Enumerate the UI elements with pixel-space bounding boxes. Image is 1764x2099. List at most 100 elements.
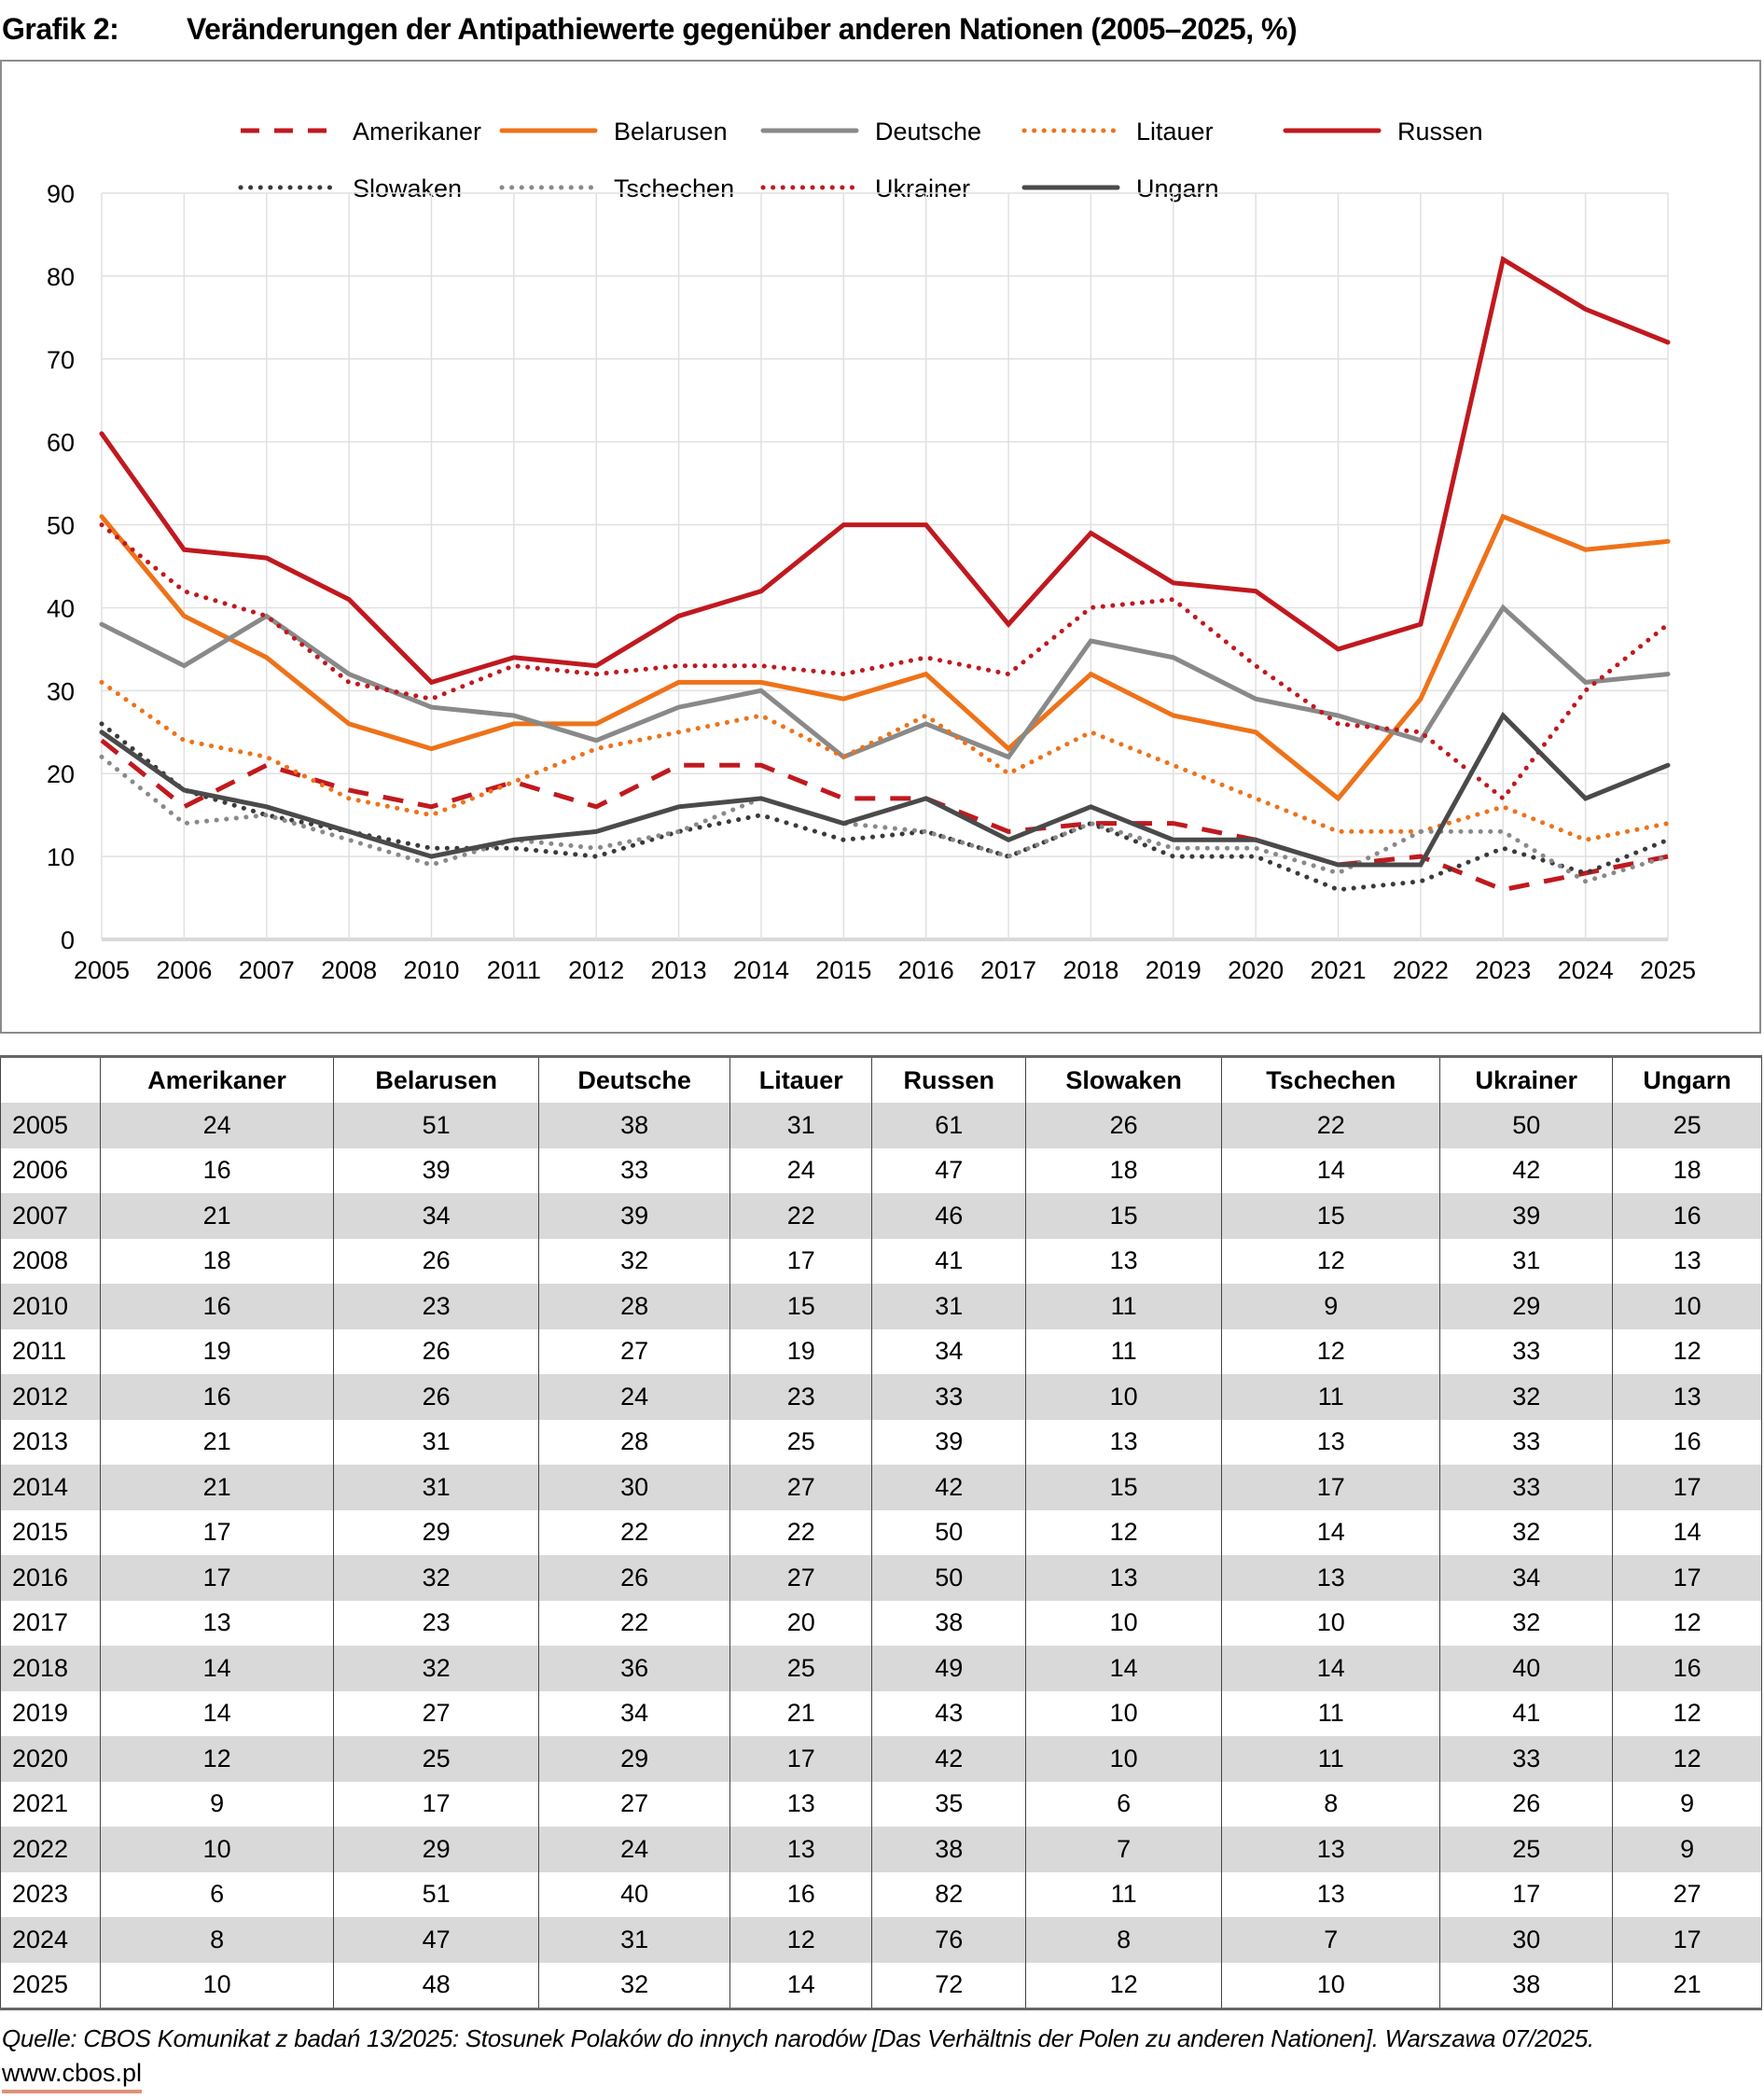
table-cell: 41 [871, 1238, 1027, 1284]
table-row: 2005 24 51 38 31 61 26 22 50 25 [0, 1103, 1762, 1148]
x-tick-label: 2020 [1228, 956, 1284, 984]
table-row: 2012 16 26 24 23 33 10 11 32 13 [0, 1374, 1762, 1420]
figure-label: Grafik 2: [2, 12, 119, 46]
table-cell: 39 [333, 1147, 540, 1193]
table-row: 2023 6 51 40 16 82 11 13 17 27 [0, 1871, 1762, 1917]
table-cell: 7 [1221, 1917, 1441, 1963]
row-year: 2005 [0, 1103, 101, 1148]
table-cell: 10 [1025, 1736, 1223, 1782]
chart-grid [101, 192, 1669, 941]
data-table: Amerikaner Belarusen Deutsche Litauer Russen… [0, 1055, 1762, 2010]
table-cell: 17 [729, 1736, 873, 1782]
column-header: Slowaken [1025, 1056, 1223, 1103]
table-cell: 15 [1221, 1193, 1441, 1239]
table-cell: 23 [333, 1600, 540, 1646]
x-tick-label: 2022 [1393, 956, 1449, 984]
table-cell: 32 [1439, 1509, 1614, 1555]
column-header: Russen [871, 1056, 1027, 1103]
table-row: 2025 10 48 32 14 72 12 10 38 21 [0, 1962, 1762, 2009]
table-cell: 21 [729, 1690, 873, 1736]
website-link[interactable]: www.cbos.pl [2, 2059, 143, 2093]
table-cell: 50 [1439, 1103, 1614, 1148]
legend-item-tschechen: Tschechen [499, 174, 734, 202]
row-year: 2013 [0, 1419, 101, 1465]
table-cell: 11 [1221, 1690, 1441, 1736]
chart-frame [0, 60, 1761, 1034]
table-cell: 14 [1612, 1509, 1762, 1555]
table-cell: 82 [871, 1871, 1027, 1917]
legend-label: Litauer [1136, 118, 1214, 146]
table-cell: 42 [871, 1736, 1027, 1782]
table-cell: 9 [1612, 1827, 1762, 1872]
table-cell: 28 [538, 1284, 731, 1329]
table-cell: 43 [871, 1690, 1027, 1736]
table-cell: 11 [1025, 1328, 1223, 1374]
legend-item-belarusen: Belarusen [499, 118, 728, 146]
table-cell: 29 [333, 1827, 540, 1872]
x-tick-label: 2019 [1146, 956, 1201, 984]
table-cell: 40 [538, 1871, 731, 1917]
table-cell: 11 [1221, 1374, 1441, 1420]
x-tick-label: 2017 [980, 956, 1036, 984]
table-cell: 13 [1221, 1827, 1441, 1872]
table-cell: 46 [871, 1193, 1027, 1239]
x-tick-label: 2024 [1558, 956, 1614, 984]
table-cell: 34 [1439, 1555, 1614, 1601]
table-cell: 16 [99, 1284, 335, 1329]
x-tick-label: 2023 [1475, 956, 1531, 984]
x-tick-label: 2010 [403, 956, 459, 984]
legend-item-deutsche: Deutsche [760, 118, 981, 146]
row-year: 2007 [0, 1193, 101, 1239]
table-cell: 13 [1025, 1555, 1223, 1601]
table-cell: 16 [99, 1374, 335, 1420]
table-cell: 22 [538, 1509, 731, 1555]
row-year: 2021 [0, 1781, 101, 1827]
table-cell: 18 [1612, 1147, 1762, 1193]
table-cell: 25 [1612, 1103, 1762, 1148]
table-cell: 27 [729, 1555, 873, 1601]
table-cell: 22 [729, 1509, 873, 1555]
x-tick-label: 2012 [568, 956, 624, 984]
table-cell: 25 [729, 1646, 873, 1691]
table-cell: 21 [99, 1419, 335, 1465]
table-cell: 35 [871, 1781, 1027, 1827]
legend-item-amerikaner: Amerikaner [241, 118, 481, 146]
column-header: Amerikaner [99, 1056, 335, 1103]
y-tick-label: 30 [47, 677, 75, 705]
x-tick-label: 2005 [74, 956, 130, 984]
table-cell: 50 [871, 1509, 1027, 1555]
table-cell: 13 [1221, 1555, 1441, 1601]
x-tick-label: 2021 [1310, 956, 1366, 984]
table-cell: 61 [871, 1103, 1027, 1148]
table-cell: 9 [1612, 1781, 1762, 1827]
table-cell: 26 [1439, 1781, 1614, 1827]
table-cell: 29 [538, 1736, 731, 1782]
table-cell: 17 [1612, 1917, 1762, 1963]
series-line-amerikaner [100, 738, 1669, 893]
table-row: 2018 14 32 36 25 49 14 14 40 16 [0, 1646, 1762, 1691]
table-cell: 12 [99, 1736, 335, 1782]
table-row: 2013 21 31 28 25 39 13 13 33 16 [0, 1419, 1762, 1465]
legend-item-ungarn: Ungarn [1021, 174, 1219, 202]
table-cell: 26 [538, 1555, 731, 1601]
table-cell: 26 [1025, 1103, 1223, 1148]
series-line-ungarn [99, 711, 1671, 868]
table-cell: 27 [538, 1781, 731, 1827]
table-cell: 33 [1439, 1465, 1614, 1510]
table-cell: 33 [538, 1147, 731, 1193]
table-cell: 20 [729, 1600, 873, 1646]
chart-heading: Grafik 2: Veränderungen der Antipathiewe… [0, 6, 1764, 52]
x-tick-label: 2014 [733, 956, 789, 984]
table-cell: 25 [1439, 1827, 1614, 1872]
row-year: 2025 [0, 1962, 101, 2009]
table-cell: 12 [1221, 1238, 1441, 1284]
x-tick-label: 2025 [1640, 956, 1696, 984]
column-header: Ukrainer [1439, 1056, 1614, 1103]
table-cell: 24 [538, 1827, 731, 1872]
row-year: 2015 [0, 1509, 101, 1555]
legend-label: Russen [1397, 118, 1483, 146]
y-tick-label: 20 [47, 760, 75, 788]
table-corner-cell [0, 1056, 101, 1103]
table-cell: 72 [871, 1962, 1027, 2009]
column-header: Belarusen [333, 1056, 540, 1103]
